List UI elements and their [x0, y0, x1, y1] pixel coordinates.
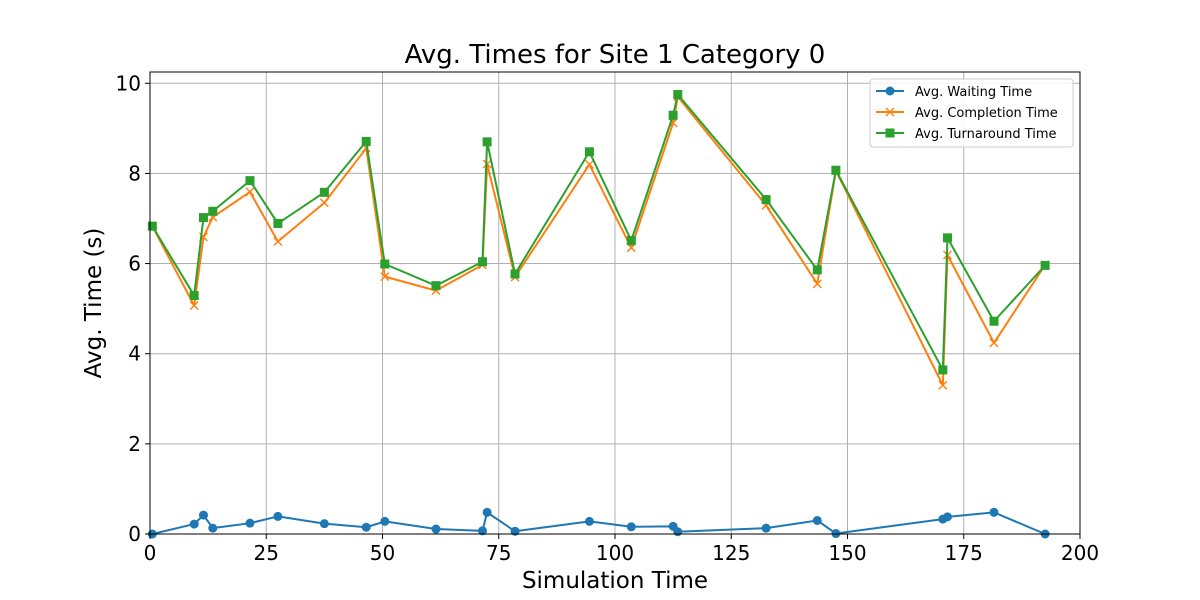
- data-point: [942, 233, 952, 243]
- data-point: [584, 159, 594, 169]
- data-point: [273, 511, 283, 521]
- data-point: [189, 519, 199, 529]
- data-point: [812, 515, 822, 525]
- y-tick-label: 8: [128, 161, 141, 185]
- data-point: [626, 522, 636, 532]
- data-point: [626, 243, 636, 253]
- data-point: [761, 523, 771, 533]
- chart-title: Avg. Times for Site 1 Category 0: [405, 40, 826, 70]
- data-point: [477, 257, 487, 267]
- legend-marker: [885, 86, 895, 96]
- data-point: [245, 518, 255, 528]
- series-line: [152, 511, 1046, 535]
- data-point: [831, 165, 841, 175]
- data-point: [245, 176, 255, 186]
- data-point: [319, 187, 329, 197]
- data-point: [198, 510, 208, 520]
- x-axis-label: Simulation Time: [522, 568, 708, 594]
- data-point: [319, 198, 329, 208]
- legend: Avg. Waiting Time Avg. Completion Time Avg…: [869, 78, 1074, 148]
- legend-label: Avg. Completion Time: [915, 106, 1058, 121]
- x-tick-label: 125: [712, 541, 750, 565]
- data-point: [761, 195, 771, 205]
- data-point: [189, 291, 199, 301]
- data-point: [380, 272, 390, 282]
- data-point: [477, 526, 487, 536]
- legend-box: [869, 78, 1074, 148]
- data-point: [189, 300, 199, 310]
- x-tick-label: 100: [596, 541, 634, 565]
- data-point: [938, 380, 948, 390]
- series-line: [151, 95, 1046, 387]
- series-layer: [147, 90, 1050, 539]
- data-point: [989, 338, 999, 348]
- y-tick-label: 10: [116, 71, 141, 95]
- legend-label: Avg. Turnaround Time: [915, 127, 1057, 142]
- y-tick-label: 2: [128, 432, 141, 456]
- x-tick-label: 175: [945, 541, 983, 565]
- data-point: [673, 90, 683, 100]
- data-point: [1040, 260, 1050, 270]
- data-point: [431, 524, 441, 534]
- data-point: [431, 281, 441, 291]
- data-point: [938, 365, 948, 375]
- data-point: [989, 507, 999, 517]
- data-point: [273, 236, 283, 246]
- data-point: [198, 213, 208, 223]
- data-point: [245, 187, 255, 197]
- data-point: [584, 516, 594, 526]
- data-point: [942, 512, 952, 522]
- series-3: [147, 90, 1050, 375]
- y-tick-label: 6: [128, 252, 141, 276]
- data-point: [482, 507, 492, 517]
- data-point: [319, 519, 329, 529]
- data-point: [380, 516, 390, 526]
- data-point: [482, 137, 492, 147]
- data-point: [626, 236, 636, 246]
- data-point: [510, 269, 520, 279]
- data-point: [989, 316, 999, 326]
- data-point: [361, 136, 371, 146]
- data-point: [668, 110, 678, 120]
- data-point: [147, 221, 157, 231]
- data-point: [208, 206, 218, 216]
- y-tick-label: 0: [128, 522, 141, 546]
- data-point: [812, 279, 822, 289]
- x-tick-label: 200: [1061, 541, 1099, 565]
- series-line: [151, 93, 1046, 371]
- legend-marker: [885, 128, 895, 138]
- x-tick-label: 75: [486, 541, 511, 565]
- data-point: [273, 218, 283, 228]
- data-point: [380, 259, 390, 269]
- data-point: [584, 147, 594, 157]
- data-point: [673, 527, 683, 537]
- y-axis-label: Avg. Time (s): [81, 228, 107, 379]
- axes-ticks: 0 25 50 75 100 125 150 175 200 0 2 4 6 8 10: [116, 71, 1100, 565]
- data-point: [361, 522, 371, 532]
- y-tick-label: 4: [128, 342, 141, 366]
- x-tick-label: 25: [254, 541, 279, 565]
- legend-marker: [885, 107, 895, 117]
- x-tick-label: 50: [370, 541, 395, 565]
- data-point: [208, 523, 218, 533]
- data-point: [812, 265, 822, 275]
- legend-label: Avg. Waiting Time: [915, 85, 1032, 100]
- x-tick-label: 0: [144, 541, 157, 565]
- x-tick-label: 150: [828, 541, 866, 565]
